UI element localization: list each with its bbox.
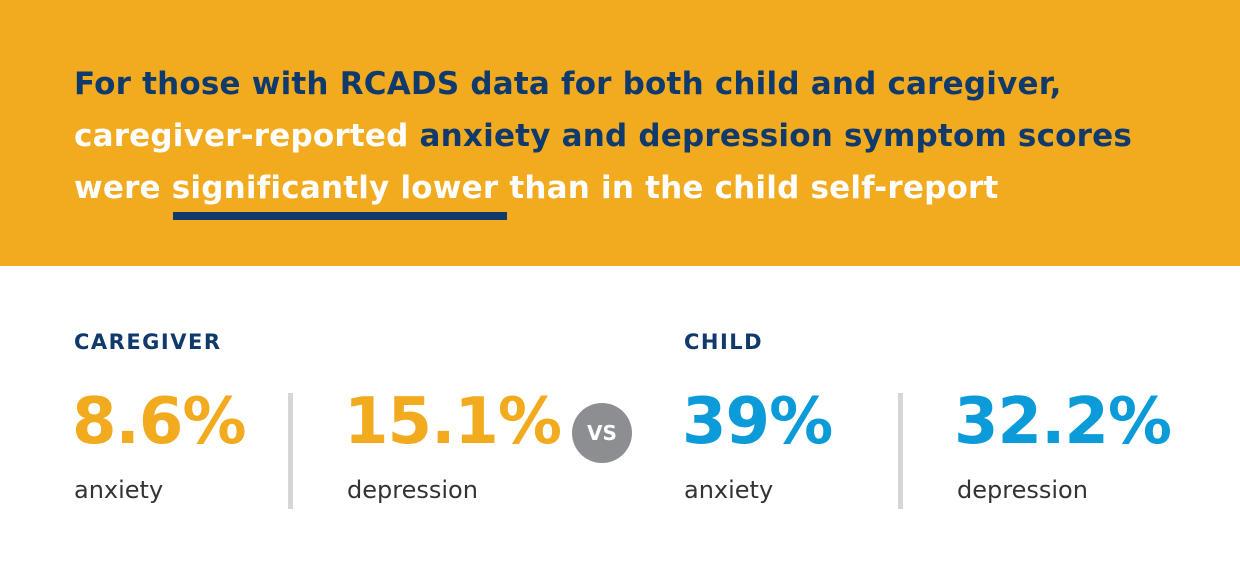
vs-badge: VS <box>572 403 632 463</box>
caregiver-depression-value: 15.1% <box>344 385 562 459</box>
caregiver-anxiety-value: 8.6% <box>72 385 246 459</box>
headline-line-3: were significantly lower than in the chi… <box>74 170 999 206</box>
caregiver-divider <box>288 393 293 509</box>
caregiver-label: CAREGIVER <box>74 330 222 354</box>
caregiver-anxiety-label: anxiety <box>74 476 164 504</box>
child-divider <box>898 393 903 509</box>
headline-line-2: caregiver-reported anxiety and depressio… <box>74 110 1132 162</box>
child-depression-label: depression <box>957 476 1088 504</box>
child-anxiety-label: anxiety <box>684 476 774 504</box>
headline-symptom-scores: anxiety and depression symptom scores <box>408 118 1133 154</box>
headline: For those with RCADS data for both child… <box>74 58 1132 214</box>
caregiver-depression-label: depression <box>347 476 478 504</box>
emphasis-underline <box>173 212 507 220</box>
headline-banner: For those with RCADS data for both child… <box>0 0 1240 266</box>
child-label: CHILD <box>684 330 764 354</box>
headline-caregiver-reported: caregiver-reported <box>74 118 409 154</box>
child-depression-value: 32.2% <box>954 385 1172 459</box>
headline-line-1: For those with RCADS data for both child… <box>74 66 1062 102</box>
child-anxiety-value: 39% <box>682 385 833 459</box>
